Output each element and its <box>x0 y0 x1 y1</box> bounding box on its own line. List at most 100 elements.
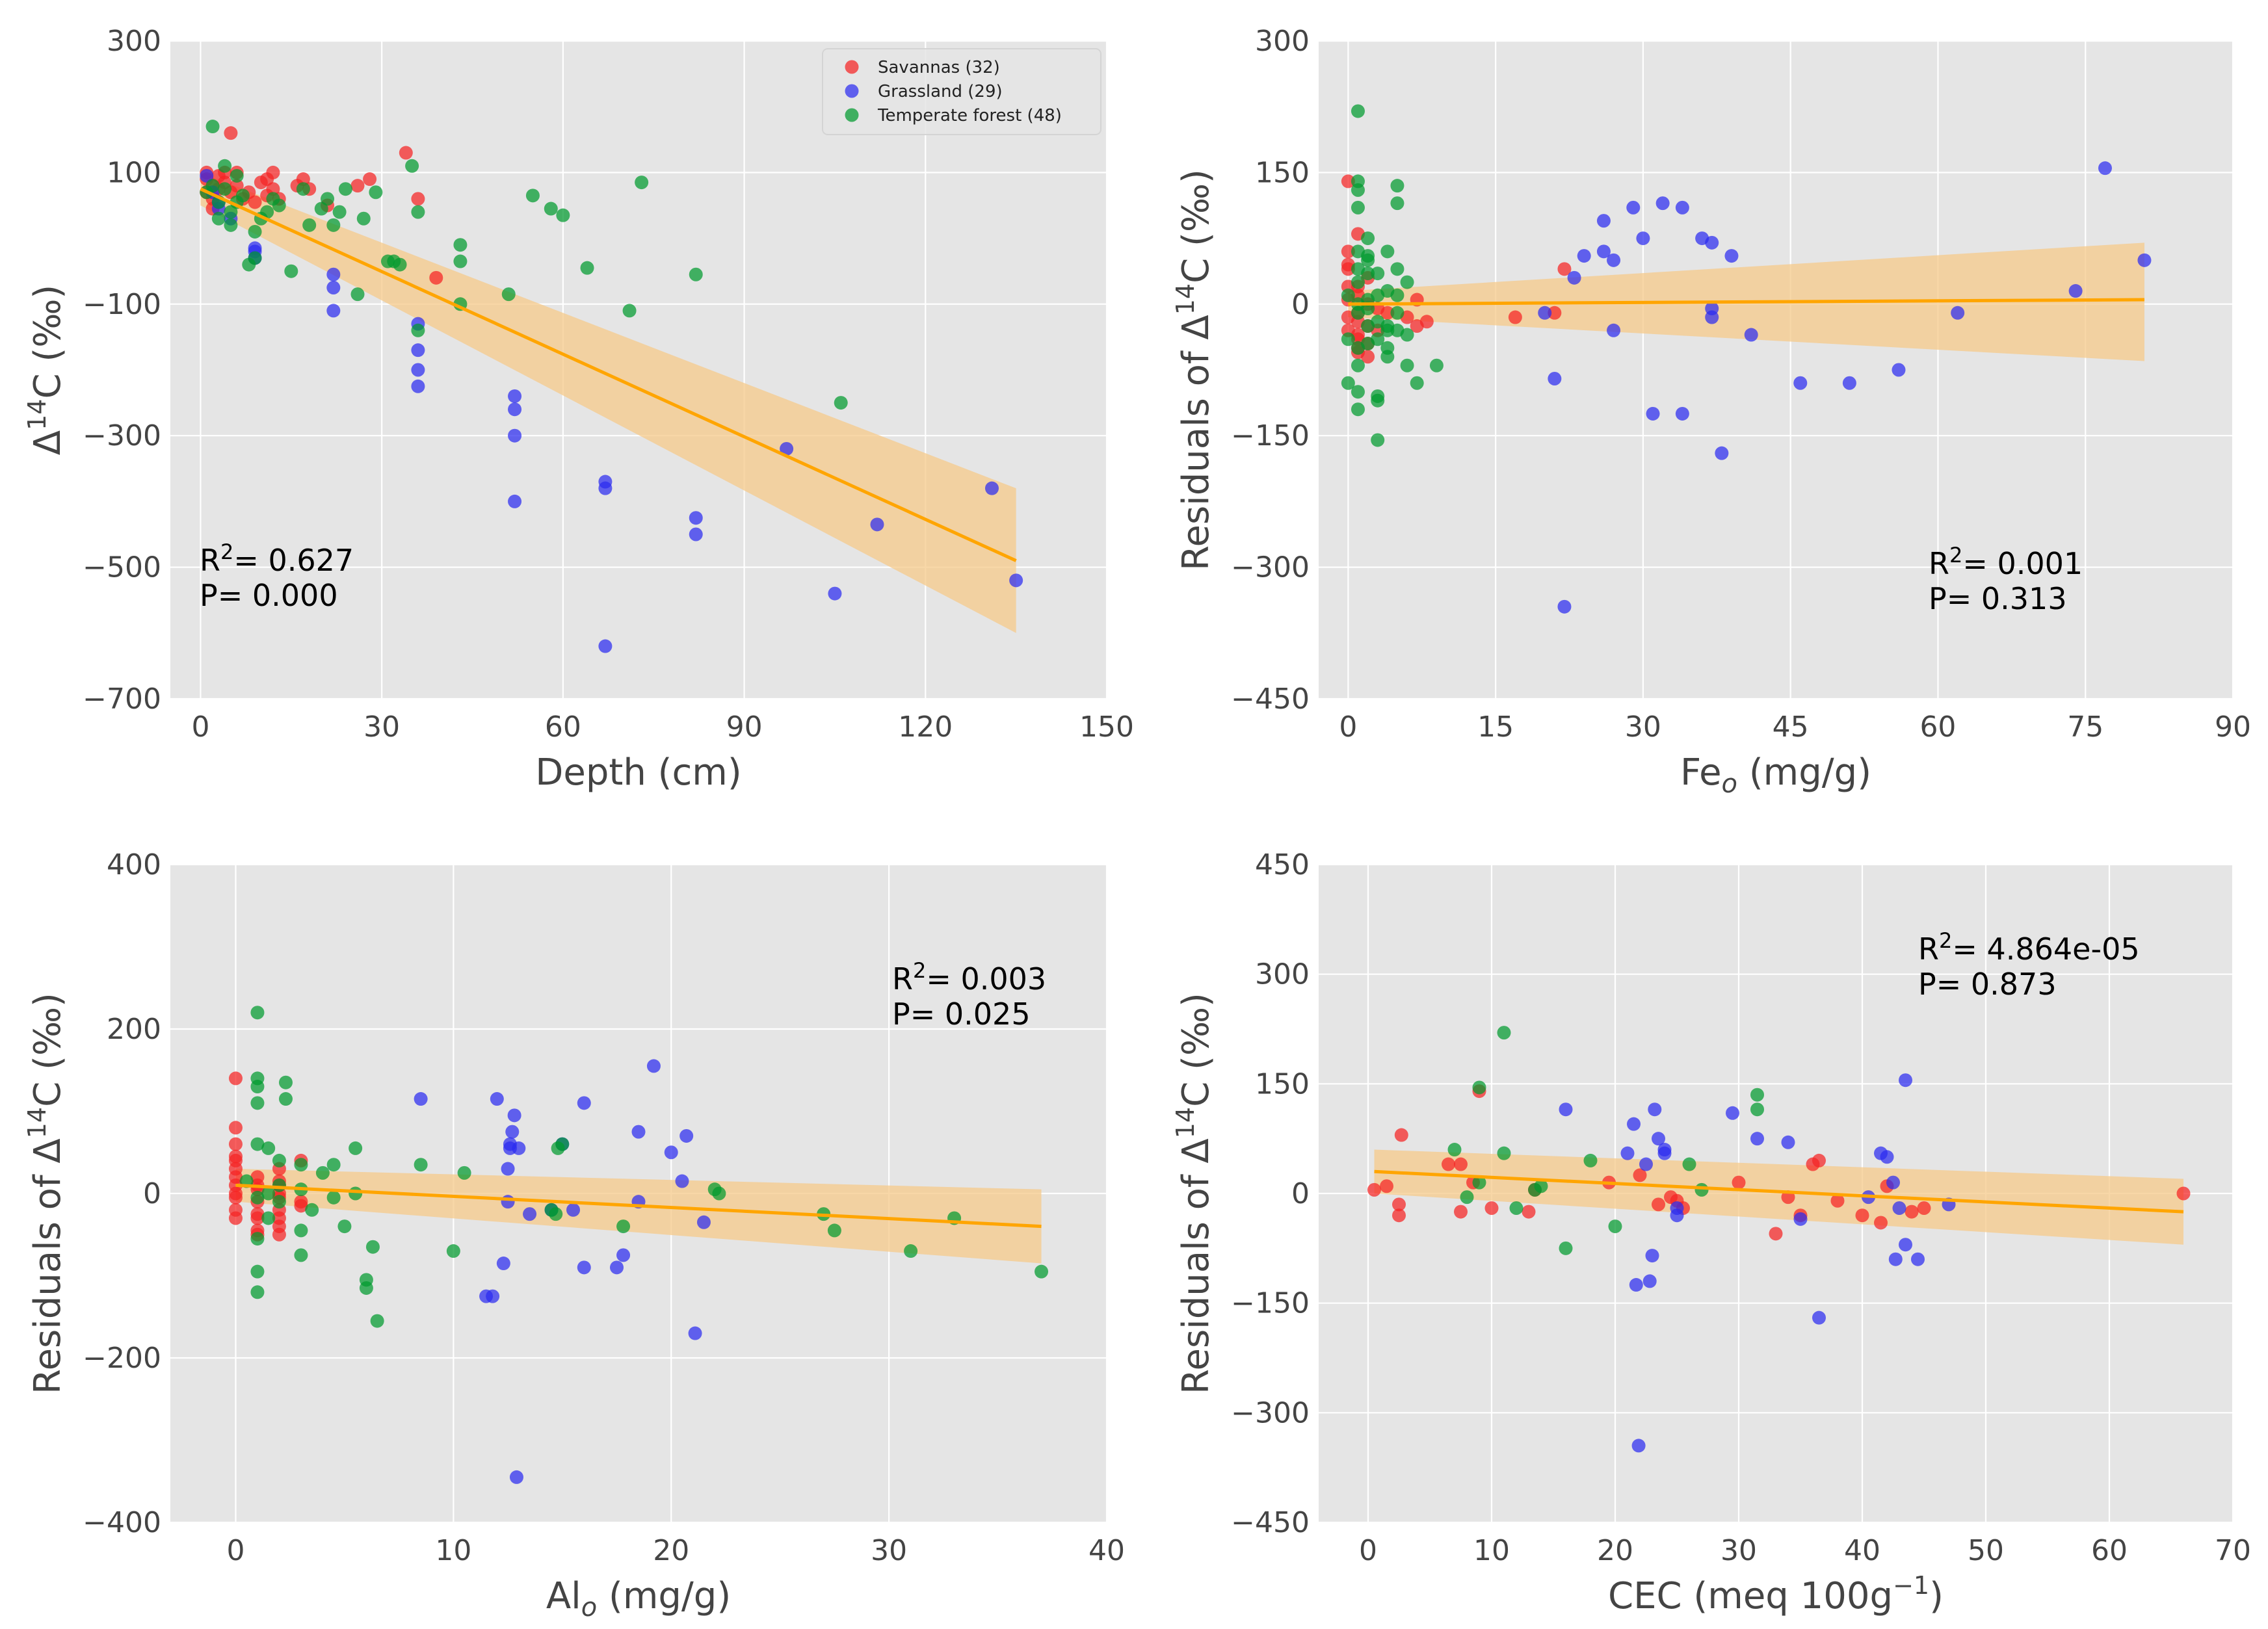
point-savannas <box>1454 1157 1468 1171</box>
point-grassland <box>1642 1274 1657 1288</box>
p-value-annotation: P= 0.025 <box>892 997 1031 1032</box>
x-tick-label: 75 <box>2067 710 2103 744</box>
point-temperate-forest <box>359 1281 373 1295</box>
point-grassland <box>414 1092 428 1106</box>
r-squared-annotation: R2= 4.864e-05 <box>1918 928 2140 967</box>
series-savannas <box>1367 1084 2191 1241</box>
x-tick-label: 45 <box>1773 710 1809 744</box>
r-squared-annotation: R2= 0.001 <box>1929 543 2083 581</box>
legend-label-savannas: Savannas (32) <box>878 58 1000 77</box>
y-tick-label: −200 <box>83 1342 161 1375</box>
point-grassland <box>1607 253 1621 267</box>
point-temperate-forest <box>370 1314 384 1328</box>
point-savannas <box>296 172 310 187</box>
point-grassland <box>696 1215 711 1229</box>
y-tick-label: 150 <box>1255 156 1310 189</box>
point-temperate-forest <box>1694 1182 1709 1197</box>
point-temperate-forest <box>250 1006 265 1020</box>
point-grassland <box>1675 406 1689 421</box>
point-savannas <box>228 1162 243 1176</box>
point-temperate-forest <box>1400 328 1414 342</box>
point-temperate-forest <box>1390 306 1404 320</box>
point-temperate-forest <box>712 1186 726 1201</box>
point-temperate-forest <box>356 211 371 226</box>
point-savannas <box>248 195 262 209</box>
point-temperate-forest <box>218 182 232 196</box>
point-temperate-forest <box>250 1137 265 1151</box>
point-savannas <box>1394 1128 1408 1142</box>
point-temperate-forest <box>350 287 365 302</box>
y-tick-label: −450 <box>1231 683 1310 716</box>
point-grassland <box>508 389 522 403</box>
p-value-annotation: P= 0.000 <box>200 578 338 613</box>
point-temperate-forest <box>1361 267 1375 281</box>
panel-3: 0 10 20 30 40 400 200 0 −200 −400 Alo (mg/g) Residu… <box>23 848 1125 1622</box>
x-tick-label: 120 <box>898 710 953 744</box>
point-savannas <box>429 270 443 285</box>
point-temperate-forest <box>349 1141 363 1155</box>
point-temperate-forest <box>544 202 558 216</box>
x-tick-label: 30 <box>363 710 400 744</box>
point-savannas <box>411 192 425 206</box>
point-savannas <box>228 1137 243 1151</box>
point-temperate-forest <box>1608 1219 1622 1234</box>
point-grassland <box>870 517 884 532</box>
point-temperate-forest <box>1351 200 1365 215</box>
point-grassland <box>577 1096 591 1110</box>
point-grassland <box>566 1203 581 1217</box>
point-grassland <box>1951 306 1965 320</box>
point-temperate-forest <box>248 224 262 239</box>
point-temperate-forest <box>294 1223 308 1238</box>
point-temperate-forest <box>250 1264 265 1279</box>
y-axis-label: Δ14C (‰) <box>23 285 69 455</box>
y-axis-label: Residuals of Δ14C (‰) <box>1171 169 1217 571</box>
series-temperate-forest <box>1447 1026 1764 1255</box>
point-temperate-forest <box>1351 183 1365 197</box>
point-savannas <box>399 146 413 160</box>
point-savannas <box>1392 1208 1406 1223</box>
point-temperate-forest <box>622 304 637 318</box>
point-savannas <box>272 1227 286 1242</box>
x-tick-label: 40 <box>1844 1534 1880 1567</box>
point-temperate-forest <box>224 218 238 232</box>
x-axis-label: Alo (mg/g) <box>546 1575 731 1622</box>
y-axis-label: Residuals of Δ14C (‰) <box>1171 993 1217 1394</box>
point-savannas <box>1508 310 1522 324</box>
y-tick-label: −100 <box>83 288 161 321</box>
point-grassland <box>503 1137 517 1151</box>
point-temperate-forest <box>411 205 425 219</box>
point-temperate-forest <box>250 1232 265 1246</box>
point-grassland <box>1548 371 1562 385</box>
point-grassland <box>1880 1150 1894 1164</box>
point-savannas <box>1454 1205 1468 1219</box>
point-savannas <box>1380 306 1395 320</box>
y-tick-label: 0 <box>143 1177 161 1210</box>
point-grassland <box>689 527 703 541</box>
point-grassland <box>1559 1102 1573 1117</box>
point-grassland <box>1567 270 1581 285</box>
y-tick-label: −400 <box>83 1506 161 1539</box>
point-temperate-forest <box>1534 1179 1548 1193</box>
point-grassland <box>1744 328 1758 342</box>
point-temperate-forest <box>1390 288 1404 302</box>
point-savannas <box>1442 1157 1455 1171</box>
point-grassland <box>1750 1132 1764 1146</box>
y-tick-label: −300 <box>1231 1396 1310 1429</box>
point-temperate-forest <box>1351 358 1365 372</box>
point-savannas <box>228 1211 243 1225</box>
point-savannas <box>350 179 365 193</box>
point-grassland <box>1842 376 1856 390</box>
point-grassland <box>1645 1249 1659 1263</box>
point-grassland <box>1652 1132 1665 1146</box>
y-tick-label: 450 <box>1255 848 1310 881</box>
point-grassland <box>508 494 522 508</box>
point-temperate-forest <box>294 1158 308 1172</box>
point-temperate-forest <box>411 323 425 337</box>
point-temperate-forest <box>1509 1201 1523 1215</box>
point-temperate-forest <box>260 205 274 219</box>
point-temperate-forest <box>261 1186 276 1201</box>
point-temperate-forest <box>457 1166 471 1180</box>
point-savannas <box>1367 1182 1381 1197</box>
point-savannas <box>260 172 274 187</box>
point-temperate-forest <box>1380 244 1395 259</box>
